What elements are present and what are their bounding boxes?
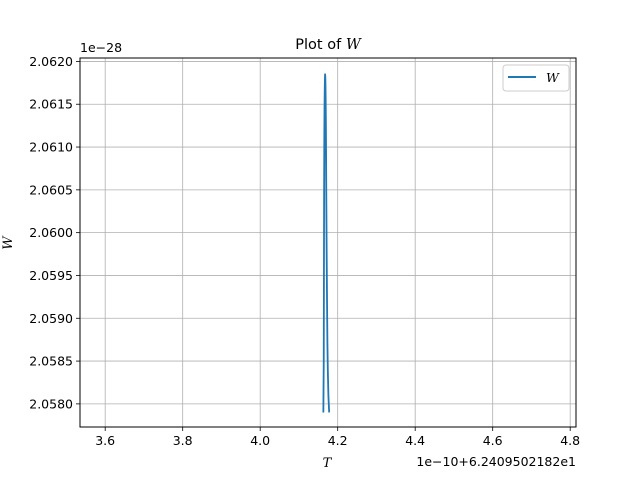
plot-series <box>322 73 331 413</box>
plot-frame <box>79 57 577 428</box>
y-tick-label: 2.0615 <box>29 97 73 112</box>
y-tick-label: 2.0620 <box>29 54 73 69</box>
y-tick-label: 2.0600 <box>29 225 73 240</box>
x-tick-label: 4.4 <box>405 433 425 448</box>
x-tick-label: 3.6 <box>95 433 115 448</box>
y-offset-text: 1e−28 <box>80 40 122 55</box>
series-line-W <box>322 73 331 413</box>
x-tick-label: 4.0 <box>250 433 270 448</box>
y-axis: 2.0580 2.0585 2.0590 2.0595 2.0600 2.0605 2.06… <box>29 54 80 411</box>
chart-title: Plot of W <box>295 37 362 53</box>
y-tick-label: 2.0610 <box>29 140 73 155</box>
y-tick-label: 2.0595 <box>29 268 73 283</box>
gridlines <box>80 58 576 427</box>
y-tick-label: 2.0585 <box>29 354 73 369</box>
y-tick-label: 2.0605 <box>29 182 73 197</box>
y-axis-label: W <box>1 235 16 250</box>
x-offset-text: 1e−10+6.2409502182e1 <box>416 454 576 469</box>
x-tick-label: 3.8 <box>173 433 193 448</box>
y-tick-label: 2.0580 <box>29 396 73 411</box>
x-tick-label: 4.6 <box>483 433 503 448</box>
x-axis-label: T <box>323 456 333 471</box>
legend-label: W <box>546 70 560 85</box>
x-tick-label: 4.8 <box>560 433 580 448</box>
x-tick-label: 4.2 <box>328 433 348 448</box>
legend: W <box>502 64 570 92</box>
x-axis: 3.6 3.8 4.0 4.2 4.4 4.6 4.8 <box>95 427 580 448</box>
y-tick-label: 2.0590 <box>29 311 73 326</box>
